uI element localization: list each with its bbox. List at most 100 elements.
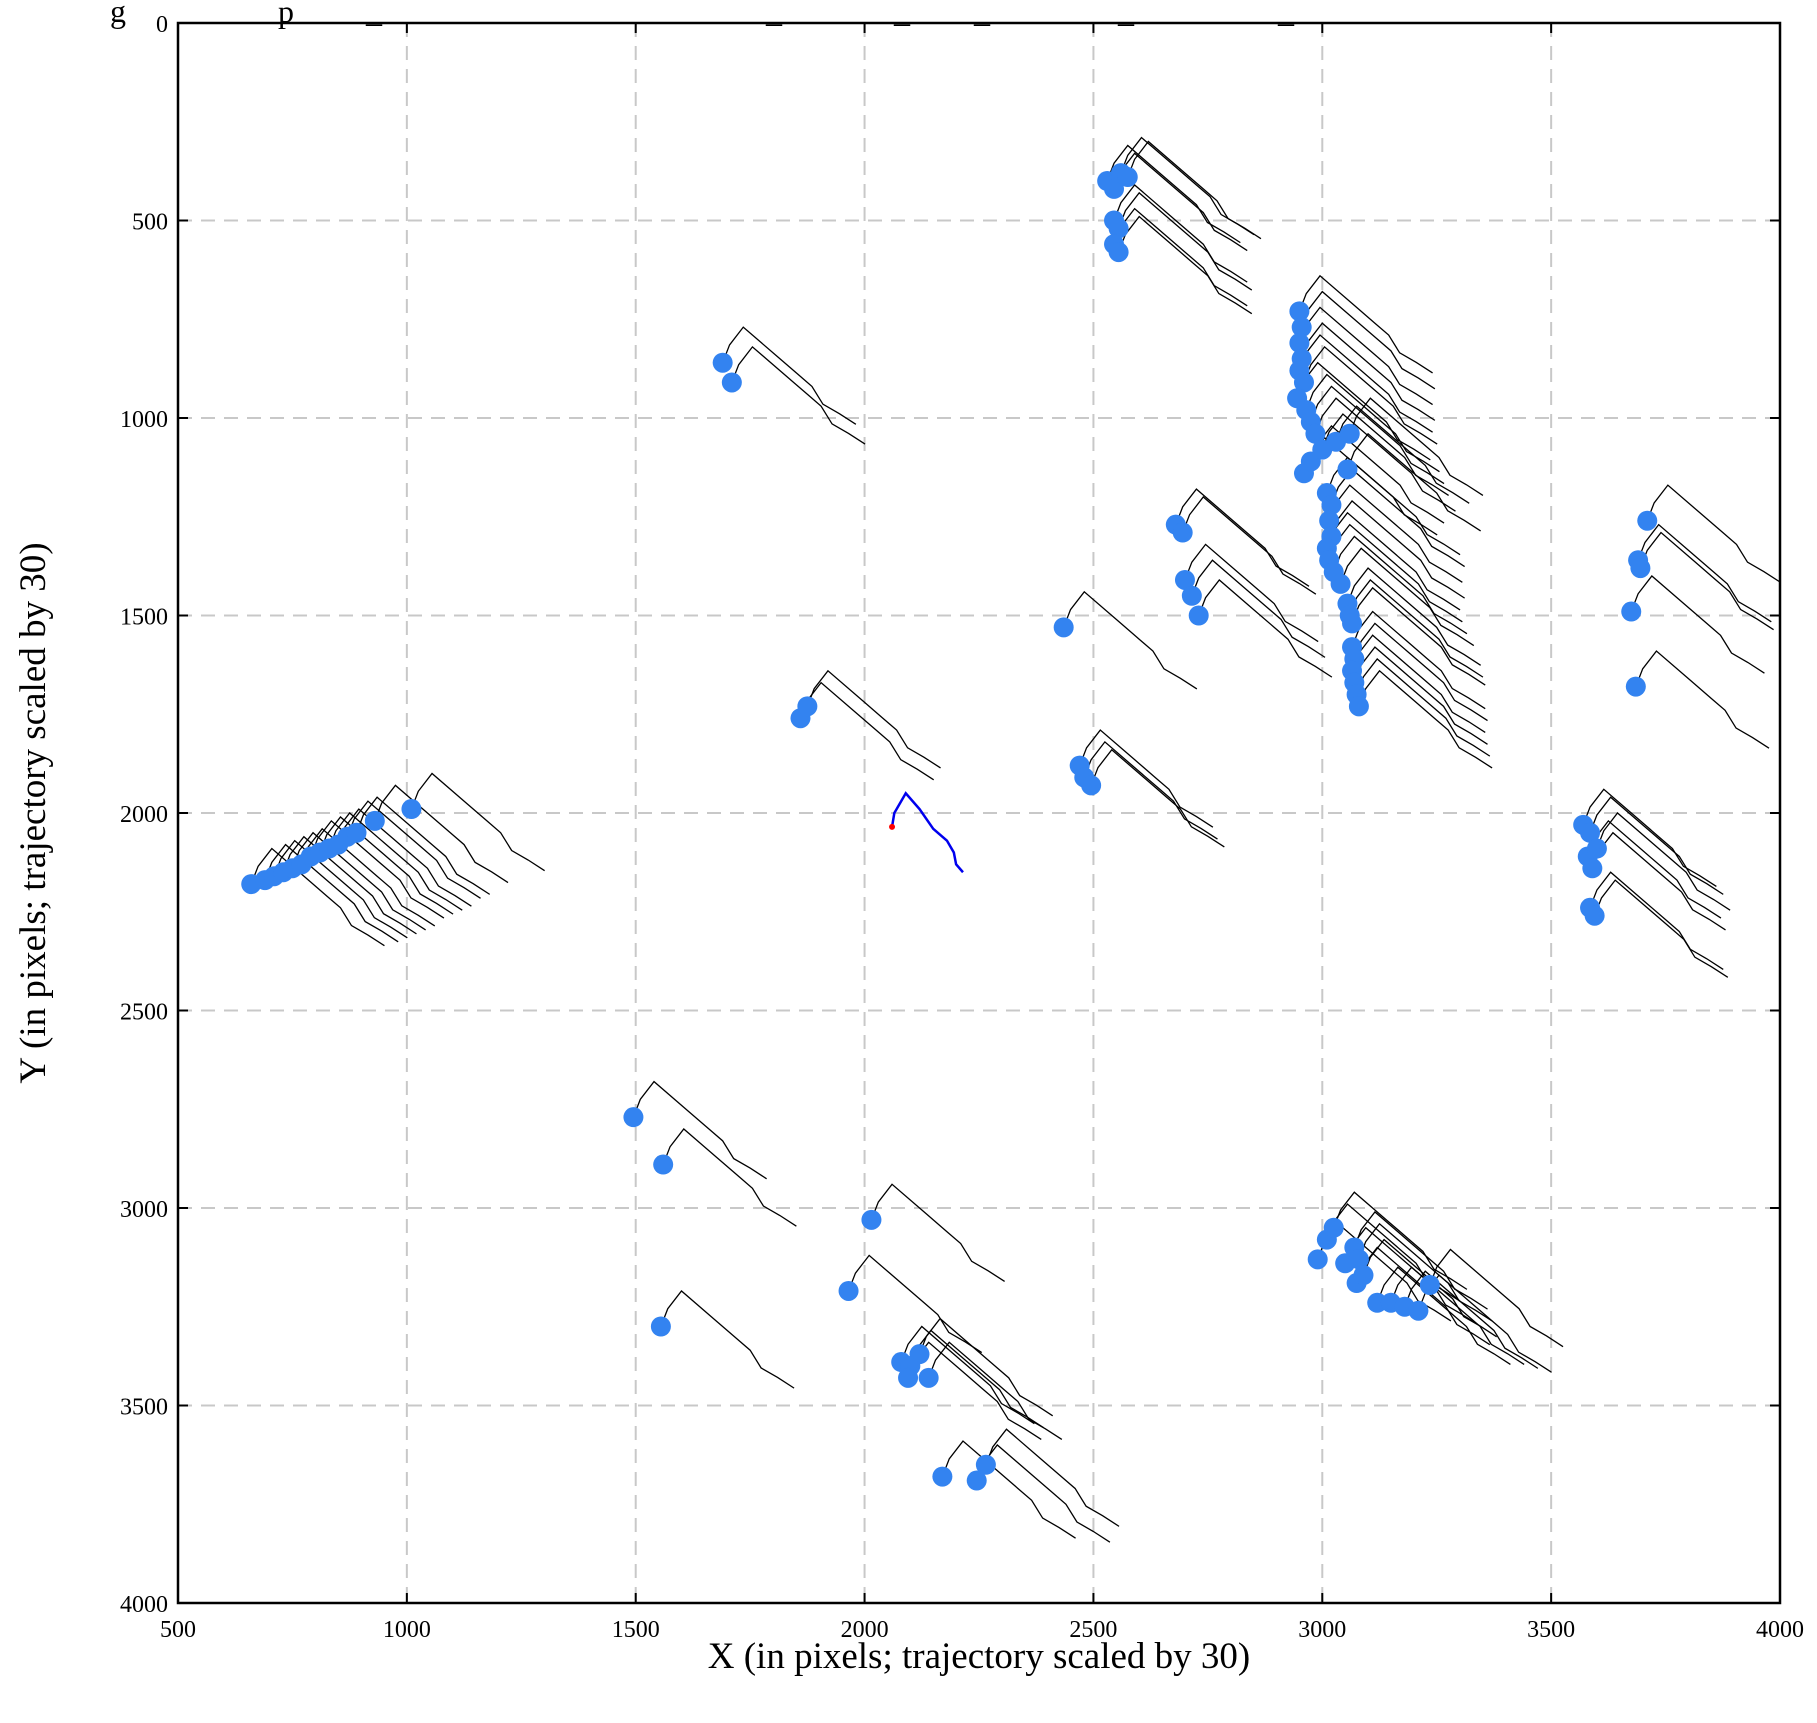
trajectory-line	[928, 1341, 1063, 1441]
trajectory-line	[731, 345, 866, 445]
trajectory-line	[1328, 484, 1463, 583]
trajectory-line	[806, 669, 941, 769]
trajectory-line	[847, 1254, 983, 1354]
trajectory-line	[1333, 1191, 1468, 1290]
trajectory-line	[1182, 496, 1317, 595]
agent-point	[346, 822, 367, 843]
agent-point	[401, 799, 422, 820]
trajectory-line	[909, 1329, 1044, 1429]
trajectory-line	[1646, 484, 1781, 583]
agent-point	[1108, 242, 1129, 263]
x-tick-label: 1000	[383, 1617, 431, 1643]
agent-point	[932, 1466, 953, 1487]
agent-point	[909, 1344, 930, 1365]
trajectory-line	[1113, 152, 1248, 252]
agent-point	[1117, 167, 1138, 188]
trajectory-line	[976, 1444, 1111, 1543]
agent-point	[1307, 1249, 1328, 1270]
trajectory-line	[1339, 547, 1475, 647]
agent-point	[1108, 218, 1129, 239]
trajectory-line	[1310, 385, 1445, 485]
y-tick-label: 2500	[120, 1000, 168, 1026]
trajectory-line	[1429, 1248, 1564, 1348]
trajectory-line	[1358, 669, 1493, 769]
trajectory-line	[1301, 290, 1436, 390]
trajectory-line	[1184, 543, 1319, 643]
agent-point	[1323, 1217, 1344, 1238]
agent-point	[1408, 1300, 1429, 1321]
agent-point	[1181, 585, 1202, 606]
trajectory-line	[374, 784, 509, 884]
trajectory-line	[1353, 1211, 1488, 1310]
trajectory-line	[1356, 658, 1491, 757]
agent-point	[1337, 459, 1358, 480]
agent-point	[364, 810, 385, 831]
trajectory-line	[410, 772, 545, 872]
agent-point	[1330, 573, 1351, 594]
highlight-trajectory-line	[890, 791, 964, 874]
trajectory-line	[1404, 1270, 1539, 1369]
y-tick-label: 3000	[120, 1197, 168, 1223]
trajectory-line	[1596, 812, 1731, 911]
agent-point	[1621, 601, 1642, 622]
trajectory-line	[328, 812, 463, 911]
trajectory-line	[1351, 610, 1486, 710]
agent-point	[650, 1316, 671, 1337]
agent-point	[1174, 569, 1195, 590]
trajectory-line	[1635, 650, 1770, 749]
agent-point	[797, 696, 818, 717]
x-tick-label: 3000	[1298, 1617, 1346, 1643]
trajectory-line	[282, 835, 417, 935]
agent-point	[1637, 510, 1658, 531]
x-tick-label: 2000	[841, 1617, 889, 1643]
y-tick-label: 2000	[120, 802, 168, 828]
agent-point	[898, 1367, 919, 1388]
y-axis-label: Y (in pixels; trajectory scaled by 30)	[13, 542, 54, 1083]
y-tick-label: 1000	[120, 407, 168, 433]
agent-point	[1580, 822, 1601, 843]
x-tick-label: 2500	[1069, 1617, 1117, 1643]
trajectory-line	[1351, 634, 1486, 733]
grid	[178, 23, 1780, 1603]
agent-point	[1348, 696, 1369, 717]
trajectory-line	[1637, 523, 1772, 623]
trajectory-line	[1330, 500, 1465, 599]
trajectory-line	[1591, 831, 1726, 931]
highlight-start-point	[889, 823, 896, 830]
trajectory-line	[918, 1317, 1054, 1417]
trajectory-line	[1314, 397, 1449, 496]
trajectory-line	[1594, 879, 1729, 978]
trajectory-line	[1358, 1222, 1493, 1322]
agent-point	[1342, 613, 1363, 634]
trajectories	[250, 136, 1781, 1543]
x-tick-label: 3500	[1527, 1617, 1575, 1643]
trajectory-line	[1090, 748, 1225, 848]
agent-point	[1104, 178, 1125, 199]
trajectory-line	[1335, 405, 1470, 504]
trajectory-line	[1298, 334, 1433, 433]
trajectory-line	[799, 681, 935, 781]
agent-point	[653, 1154, 674, 1175]
y-tick-label: 3500	[120, 1395, 168, 1421]
trajectory-line	[1376, 1266, 1511, 1365]
agent-point	[1291, 317, 1312, 338]
trajectory-line	[1333, 535, 1468, 635]
agent-points	[241, 163, 1658, 1491]
chart-title: g p _ _ _ _ _ _	[110, 0, 1295, 29]
trajectory-line	[1589, 796, 1724, 895]
agent-point	[918, 1367, 939, 1388]
trajectory-line	[1191, 559, 1326, 658]
agent-point	[966, 1470, 987, 1491]
trajectory-line	[337, 808, 472, 907]
trajectory-line	[1106, 144, 1241, 244]
trajectory-line	[1390, 1266, 1525, 1365]
trajectory-line	[1117, 191, 1253, 291]
agent-point	[1081, 775, 1102, 796]
trajectory-line	[900, 1325, 1035, 1425]
y-tick-label: 4000	[120, 1592, 168, 1618]
trajectory-line	[1589, 871, 1724, 970]
agent-point	[1305, 423, 1326, 444]
y-tick-label: 1500	[120, 605, 168, 631]
trajectory-line	[1639, 531, 1774, 631]
trajectory-line	[1321, 413, 1456, 512]
